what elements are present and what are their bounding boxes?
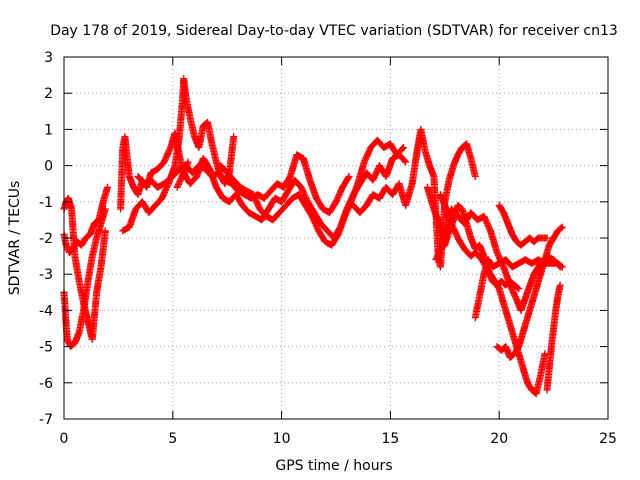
y-tick-label: 1 [44, 122, 53, 138]
y-tick-label: -7 [39, 412, 53, 428]
plus-markers-track-p [432, 201, 523, 293]
x-tick-label: 20 [490, 431, 508, 447]
plus-markers-track-f [134, 151, 353, 217]
plus-markers-track-n [493, 223, 566, 361]
plus-markers-track-e [119, 75, 238, 235]
plus-markers-track-h [217, 136, 407, 249]
series-track-n [493, 223, 566, 361]
series-track-p [432, 201, 523, 293]
y-tick-label: -6 [39, 376, 53, 392]
series-track-e [119, 75, 238, 235]
y-tick-label: -4 [39, 303, 53, 319]
y-tick-label: 3 [44, 50, 53, 66]
x-tick-label: 0 [60, 431, 69, 447]
plus-markers-track-o [543, 281, 564, 394]
x-tick-label: 10 [273, 431, 291, 447]
y-tick-label: 0 [44, 159, 53, 175]
series-track-o [543, 281, 564, 394]
series-track-h [217, 136, 407, 249]
x-tick-label: 5 [168, 431, 177, 447]
y-tick-label: -2 [39, 231, 53, 247]
y-tick-label: 2 [44, 86, 53, 102]
series-track-f [134, 151, 353, 217]
plus-markers-track-m [495, 201, 551, 249]
y-tick-label: -5 [39, 340, 53, 356]
x-tick-label: 15 [381, 431, 399, 447]
x-tick-label: 25 [599, 431, 617, 447]
y-tick-label: -3 [39, 267, 53, 283]
y-axis-label: SDTVAR / TECUs [7, 181, 23, 296]
x-axis-label: GPS time / hours [275, 458, 392, 474]
series-track-m [495, 201, 551, 249]
axis-ticks [63, 56, 609, 420]
data-points [60, 75, 566, 398]
y-tick-label: -1 [39, 195, 53, 211]
chart-title: Day 178 of 2019, Sidereal Day-to-day VTE… [50, 23, 618, 39]
